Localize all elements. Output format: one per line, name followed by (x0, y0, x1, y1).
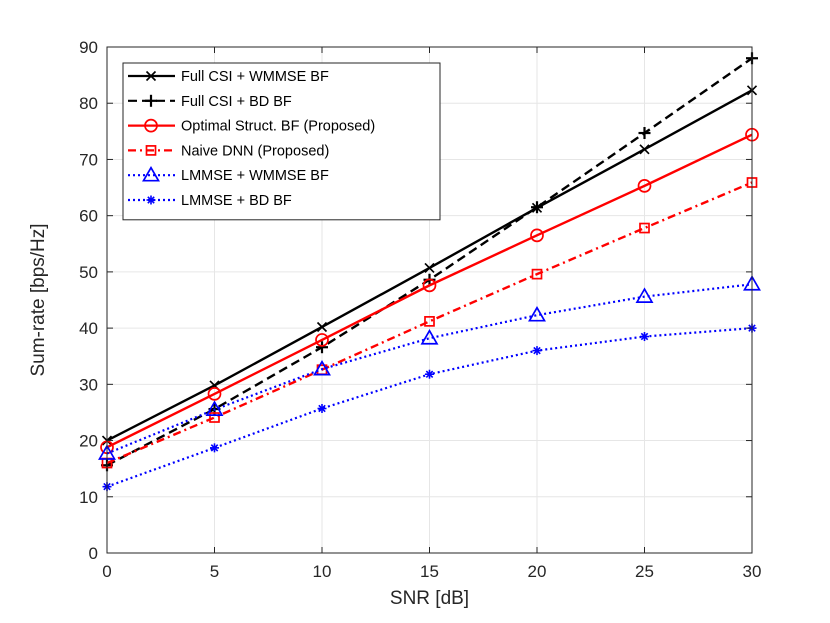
x-tick-label: 20 (528, 562, 547, 581)
data-point-asterisk-marker (146, 195, 156, 205)
data-point-triangle-marker (142, 165, 160, 182)
data-point-asterisk-marker (317, 404, 327, 414)
asterisk-marker-stroke (147, 196, 155, 204)
data-point-plus-marker (638, 127, 651, 140)
data-point-x-marker (145, 70, 157, 82)
series-line (106, 283, 753, 455)
x-marker-stroke (316, 321, 328, 333)
asterisk-marker-stroke (210, 444, 219, 452)
legend-label: Full CSI + BD BF (181, 94, 292, 110)
x-tick-label: 10 (313, 562, 332, 581)
legend-entry: Naive DNN (Proposed) (128, 143, 329, 159)
legend-label: Optimal Struct. BF (Proposed) (181, 119, 375, 135)
legend-label: Naive DNN (Proposed) (181, 143, 329, 159)
y-tick-label: 0 (89, 544, 98, 563)
data-point-triangle-marker (313, 359, 331, 376)
y-tick-label: 60 (79, 207, 98, 226)
data-point-x-marker (639, 144, 650, 155)
data-point-circle-marker (144, 118, 158, 133)
x-tick-label: 15 (420, 562, 439, 581)
legend-box (122, 62, 441, 221)
axis-ticks: 0 5 10 15 20 25 30 0 10 20 30 40 50 60 70 80 90 (79, 38, 761, 581)
x-marker-stroke (424, 262, 435, 274)
data-point-circle-marker (207, 387, 222, 401)
data-point-triangle-marker (528, 305, 546, 322)
data-point-triangle-marker (420, 329, 439, 345)
data-point-triangle-marker (635, 287, 654, 303)
legend-entry: LMMSE + BD BF (128, 193, 292, 209)
asterisk-marker-stroke (318, 404, 326, 413)
x-tick-label: 0 (102, 562, 111, 581)
x-marker-stroke (145, 70, 157, 82)
asterisk-marker-stroke (425, 370, 434, 378)
data-point-plus-marker (316, 341, 328, 354)
x-tick-label: 25 (635, 562, 654, 581)
data-point-square-marker (531, 268, 543, 280)
legend-label: LMMSE + BD BF (181, 193, 292, 209)
legend-entry: Full CSI + BD BF (128, 94, 292, 110)
data-point-square-marker (145, 145, 157, 156)
data-point-circle-marker (530, 228, 544, 243)
y-tick-label: 10 (79, 488, 98, 507)
y-axis-label: Sum-rate [bps/Hz] (28, 223, 49, 376)
asterisk-marker-stroke (533, 346, 541, 355)
data-point-square-marker (209, 412, 220, 423)
legend-entry: Optimal Struct. BF (Proposed) (128, 119, 375, 135)
data-point-square-marker (639, 222, 650, 234)
y-tick-label: 90 (79, 38, 98, 57)
y-tick-label: 40 (79, 319, 98, 338)
data-point-plus-marker (145, 94, 157, 107)
legend-entry: LMMSE + WMMSE BF (128, 165, 329, 184)
legend-label: Full CSI + WMMSE BF (181, 69, 329, 85)
asterisk-marker-stroke (640, 332, 649, 341)
data-point-circle-marker (637, 179, 652, 193)
legend: Full CSI + WMMSE BF Full CSI + BD BF Optim… (122, 62, 441, 221)
y-tick-label: 50 (79, 263, 98, 282)
legend-entry: Full CSI + WMMSE BF (128, 69, 329, 85)
data-point-triangle-marker (205, 400, 224, 416)
x-tick-label: 5 (210, 562, 219, 581)
series-line (106, 133, 753, 449)
y-tick-label: 70 (79, 150, 98, 169)
data-point-asterisk-marker (425, 369, 434, 379)
data-point-circle-marker (315, 333, 329, 347)
y-tick-label: 30 (79, 375, 98, 394)
data-point-circle-marker (422, 278, 437, 293)
y-tick-label: 80 (79, 94, 98, 113)
data-point-x-marker (316, 321, 328, 333)
x-axis-label: SNR [dB] (390, 588, 469, 609)
series-4 (98, 275, 761, 460)
data-point-x-marker (424, 262, 435, 274)
data-point-plus-marker (531, 201, 543, 214)
series-layer (98, 52, 761, 492)
legend-label: LMMSE + WMMSE BF (181, 168, 329, 184)
x-tick-label: 30 (743, 562, 762, 581)
data-point-asterisk-marker (640, 332, 649, 342)
data-point-asterisk-marker (532, 346, 542, 356)
data-point-asterisk-marker (210, 443, 219, 453)
y-tick-label: 20 (79, 432, 98, 451)
x-marker-stroke (639, 144, 650, 155)
data-point-square-marker (424, 316, 435, 327)
